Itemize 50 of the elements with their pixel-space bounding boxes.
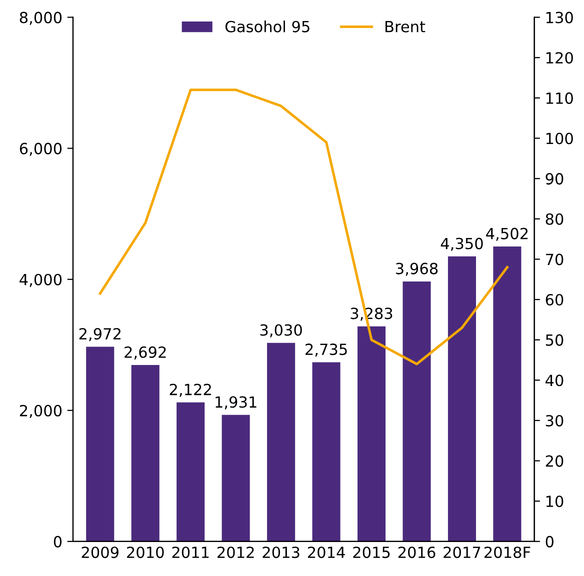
data-label: 4,350 xyxy=(440,238,483,251)
data-label: 2,972 xyxy=(79,328,120,342)
y2-tick-label: 10 xyxy=(546,496,564,508)
x-tick-label: 2009 xyxy=(82,546,119,558)
y2-tick-label: 130 xyxy=(546,12,573,24)
bar xyxy=(448,256,476,542)
bar xyxy=(358,326,386,542)
legend-label: Gasohol 95 xyxy=(225,20,310,32)
y2-tick-label: 120 xyxy=(546,52,573,64)
data-label: 2,122 xyxy=(170,384,211,397)
y2-tick-label: 60 xyxy=(546,294,564,306)
x-tick-label: 2016 xyxy=(398,546,436,558)
bar xyxy=(402,281,431,542)
x-tick-label: 2010 xyxy=(127,546,164,558)
x-tick-label: 2014 xyxy=(308,546,345,558)
bar xyxy=(86,346,114,542)
bar xyxy=(222,414,250,542)
y2-tick-label: 40 xyxy=(546,374,564,386)
x-tick-label: 2011 xyxy=(172,546,209,558)
x-tick-label: 2012 xyxy=(218,546,254,558)
x-tick-label: 2015 xyxy=(353,546,390,558)
legend-label: Brent xyxy=(386,21,426,32)
y2-tick-label: 30 xyxy=(546,414,564,426)
data-label: 2,692 xyxy=(124,346,166,360)
y2-tick-label: 0 xyxy=(546,536,554,548)
bar xyxy=(312,362,340,542)
y-tick-label: 0 xyxy=(54,536,62,548)
data-label: 3,030 xyxy=(260,324,302,338)
data-label: 2,735 xyxy=(306,344,347,357)
y2-tick-label: 80 xyxy=(546,213,564,225)
y2-tick-label: 50 xyxy=(546,334,564,346)
bar xyxy=(267,342,296,542)
data-label: 4,502 xyxy=(486,228,528,241)
x-tick-label: 2013 xyxy=(262,546,300,558)
bar xyxy=(176,402,205,542)
bar xyxy=(493,246,522,542)
x-tick-label: 2018F xyxy=(484,546,530,558)
y-tick-label: 8,000 xyxy=(20,12,62,25)
data-label: 1,931 xyxy=(216,396,256,410)
bar xyxy=(131,365,160,542)
data-label: 3,968 xyxy=(396,262,438,276)
x-tick-label: 2017 xyxy=(444,546,480,558)
y2-tick-label: 100 xyxy=(546,132,573,144)
y2-tick-label: 70 xyxy=(546,254,564,266)
y-tick-label: 6,000 xyxy=(20,142,62,156)
y-tick-label: 2,000 xyxy=(20,404,62,418)
y-tick-label: 4,000 xyxy=(20,274,62,287)
y2-tick-label: 110 xyxy=(546,92,573,104)
y2-tick-label: 20 xyxy=(546,455,564,467)
y2-tick-label: 90 xyxy=(546,173,564,185)
